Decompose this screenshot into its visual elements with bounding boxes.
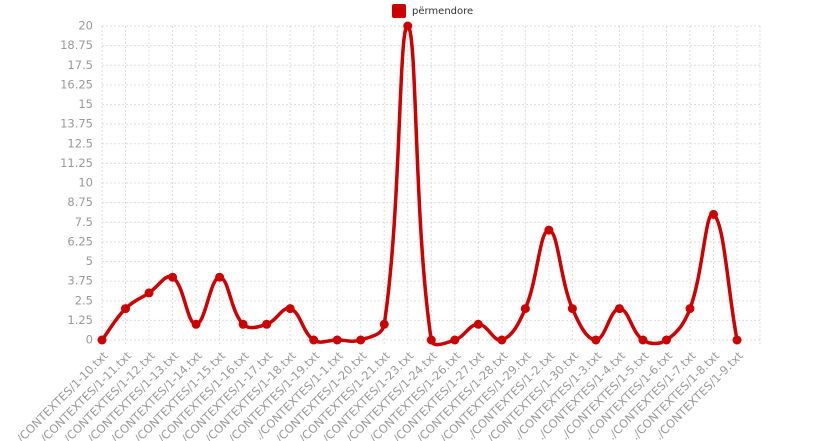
point [544,225,554,235]
y-tick-label: 17.5 [67,58,93,72]
y-tick-label: 15 [78,97,93,111]
point [473,319,483,329]
y-tick-label: 10 [78,176,93,190]
point [144,288,154,298]
point [709,209,719,219]
y-tick-label: 5 [86,254,93,268]
point [215,272,225,282]
point [191,319,201,329]
y-tick-label: 13.75 [60,117,93,131]
y-tick-label: 0 [86,333,93,347]
y-tick-label: 8.75 [67,195,93,209]
y-tick-label: 6.25 [67,234,93,248]
point [661,335,671,345]
y-tick-label: 11.25 [60,156,93,170]
y-tick-label: 2.5 [75,293,93,307]
point [638,335,648,345]
point [732,335,742,345]
point [285,304,295,314]
point [403,21,413,31]
point [262,319,272,329]
y-tick-label: 7.5 [75,215,93,229]
point [450,335,460,345]
point [497,335,507,345]
point [238,319,248,329]
legend-swatch [392,4,406,18]
point [332,335,342,345]
y-tick-label: 20 [78,19,93,33]
y-tick-label: 3.75 [67,274,93,288]
point [426,335,436,345]
point [97,335,107,345]
line [100,24,739,347]
y-tick-label: 12.5 [67,136,93,150]
point [614,304,624,314]
point [121,304,131,314]
point [685,304,695,314]
point [567,304,577,314]
point [309,335,319,345]
point [591,335,601,345]
y-tick-label: 18.75 [60,38,93,52]
point [168,272,178,282]
y-tick-label: 16.25 [60,77,93,91]
legend-label: përmendore [412,6,473,17]
point [379,319,389,329]
point [520,304,530,314]
point [356,335,366,345]
y-tick-label: 1.25 [67,313,93,327]
